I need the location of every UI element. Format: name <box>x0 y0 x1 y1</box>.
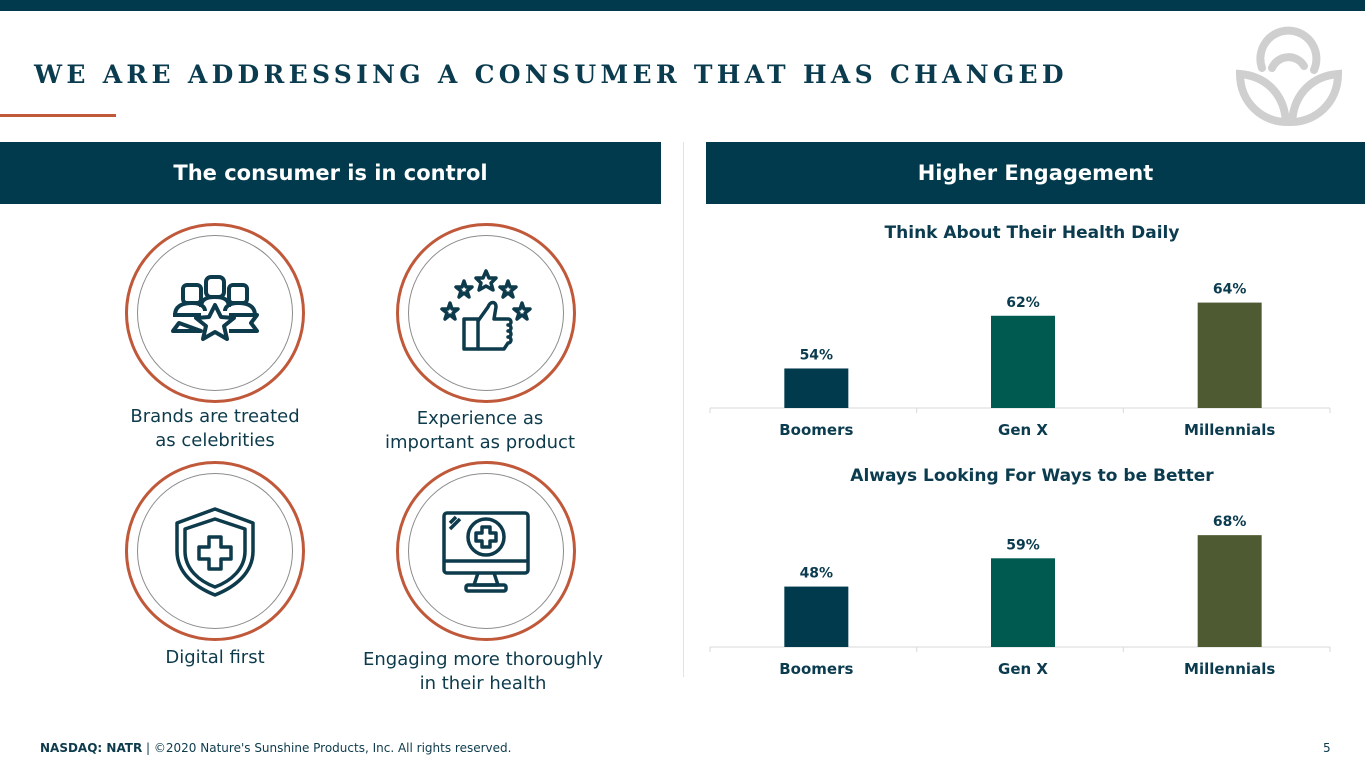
x-tick-label: Gen X <box>998 421 1048 439</box>
feature-ring-celebrities <box>125 223 305 403</box>
caption-line-1: Digital first <box>165 647 265 668</box>
data-label: 59% <box>1006 537 1040 553</box>
data-label: 62% <box>1006 295 1040 311</box>
chart-2-title: Always Looking For Ways to be Better <box>850 466 1214 486</box>
chart-health-daily: 54% Boomers 62% Gen X 64% Millennials <box>709 282 1331 439</box>
feature-ring-digital <box>125 461 305 641</box>
slide-title: WE ARE ADDRESSING A CONSUMER THAT HAS CH… <box>34 60 1068 89</box>
top-accent-bar <box>0 0 1365 11</box>
caption-line-1: Experience as <box>416 408 544 429</box>
caption-line-1: Engaging more thoroughly <box>363 649 603 670</box>
x-tick-label: Boomers <box>779 660 853 678</box>
right-panel-header: Higher Engagement <box>706 142 1365 204</box>
bar-boomers <box>784 586 849 647</box>
data-label: 68% <box>1213 514 1247 530</box>
celebrity-group-star-icon <box>171 275 259 341</box>
bar-boomers <box>784 368 849 408</box>
page-number: 5 <box>1323 741 1331 755</box>
caption-engaging: Engaging more thoroughly in their health <box>350 648 616 696</box>
feature-ring-experience <box>396 223 576 403</box>
panel-divider <box>683 142 684 677</box>
natures-sunshine-leaf-logo-icon <box>1235 26 1343 127</box>
caption-line-1: Brands are treated <box>130 406 300 427</box>
left-panel-header: The consumer is in control <box>0 142 661 204</box>
caption-line-2: important as product <box>384 432 575 453</box>
title-underline <box>0 114 116 117</box>
bar-gen-x <box>991 558 1055 647</box>
caption-celebrities: Brands are treated as celebrities <box>115 405 315 453</box>
caption-line-2: as celebrities <box>155 430 275 451</box>
x-tick-label: Millennials <box>1184 421 1275 439</box>
data-label: 64% <box>1213 282 1247 298</box>
x-tick-label: Boomers <box>779 421 853 439</box>
data-label: 48% <box>800 566 834 582</box>
caption-line-2: in their health <box>419 673 547 694</box>
x-tick-label: Gen X <box>998 660 1048 678</box>
bar-gen-x <box>991 315 1055 408</box>
monitor-health-cross-icon <box>442 511 530 593</box>
shield-cross-icon <box>175 507 255 597</box>
x-tick-label: Millennials <box>1184 660 1275 678</box>
feature-ring-health <box>396 461 576 641</box>
chart-ways-better: 48% Boomers 59% Gen X 68% Millennials <box>709 514 1331 678</box>
caption-experience: Experience as important as product <box>370 407 590 455</box>
bar-millennials <box>1197 535 1262 647</box>
thumbs-up-stars-icon <box>440 269 532 351</box>
chart-1-title: Think About Their Health Daily <box>884 223 1180 243</box>
data-label: 54% <box>800 347 834 363</box>
caption-digital-first: Digital first <box>115 646 315 670</box>
bar-millennials <box>1197 302 1262 408</box>
footer-copyright: | ©2020 Nature's Sunshine Products, Inc.… <box>142 741 512 755</box>
footer-text: NASDAQ: NATR | ©2020 Nature's Sunshine P… <box>40 741 511 755</box>
footer-ticker: NASDAQ: NATR <box>40 741 143 755</box>
